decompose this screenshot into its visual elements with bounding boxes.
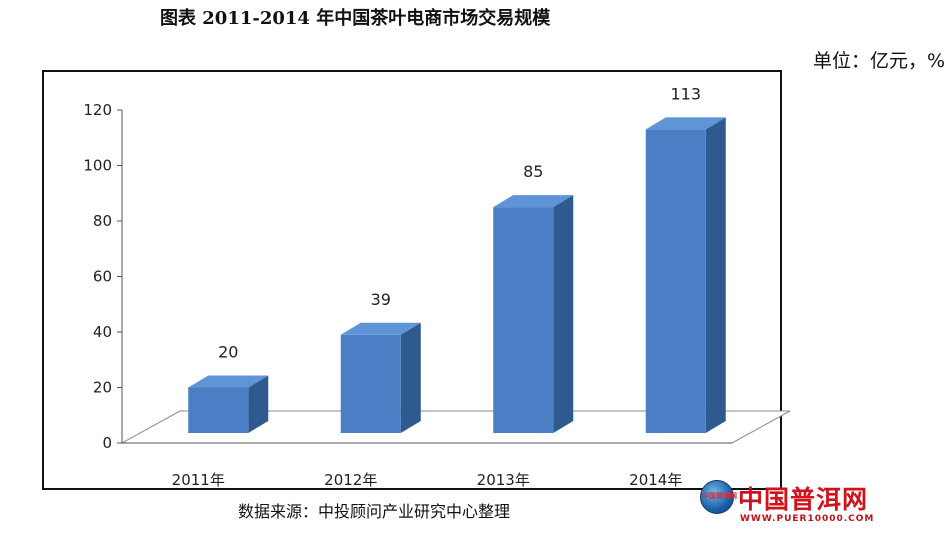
bar-side: [400, 322, 421, 433]
y-tick-label: 60: [93, 268, 112, 286]
bar-side: [553, 195, 574, 433]
data-label: 20: [218, 343, 238, 362]
data-label: 85: [523, 162, 543, 181]
y-tick-label: 80: [93, 212, 112, 230]
logo-url: WWW.PUER10000.COM: [740, 514, 875, 524]
x-tick-label: 2013年: [477, 471, 530, 489]
chart-title: 图表 2011-2014 年中国茶叶电商市场交易规模: [160, 8, 551, 29]
data-label: 113: [670, 84, 701, 103]
logo-circle-text: 中国普洱网: [702, 492, 737, 500]
globe-logo-icon: 中国普洱网: [700, 480, 737, 514]
y-tick-label: 20: [93, 379, 112, 397]
y-tick-label: 100: [83, 157, 112, 175]
bar-side: [248, 375, 269, 433]
x-tick-label: 2011年: [172, 471, 225, 489]
x-tick-label: 2012年: [324, 471, 377, 489]
logo-name: 中国普洱网: [738, 485, 869, 514]
bar: [493, 207, 554, 433]
y-tick-label: 120: [83, 101, 112, 119]
bar: [645, 129, 706, 434]
unit-label: 单位：亿元，%: [812, 50, 945, 72]
x-tick-label: 2014年: [629, 471, 682, 489]
bar-side: [705, 117, 726, 434]
watermark-logo: 中国普洱网 中国普洱网 WWW.PUER10000.COM: [700, 478, 950, 544]
data-label: 39: [371, 290, 391, 309]
bar-top: [493, 195, 574, 208]
chart-frame: [42, 70, 782, 490]
bar: [188, 387, 249, 433]
bar-top: [188, 375, 269, 388]
y-tick-label: 0: [102, 434, 112, 452]
bar: [340, 334, 401, 433]
bar-top: [645, 117, 726, 130]
y-tick-label: 40: [93, 323, 112, 341]
bar-top: [340, 322, 421, 335]
data-source-note: 数据来源：中投顾问产业研究中心整理: [238, 502, 511, 521]
